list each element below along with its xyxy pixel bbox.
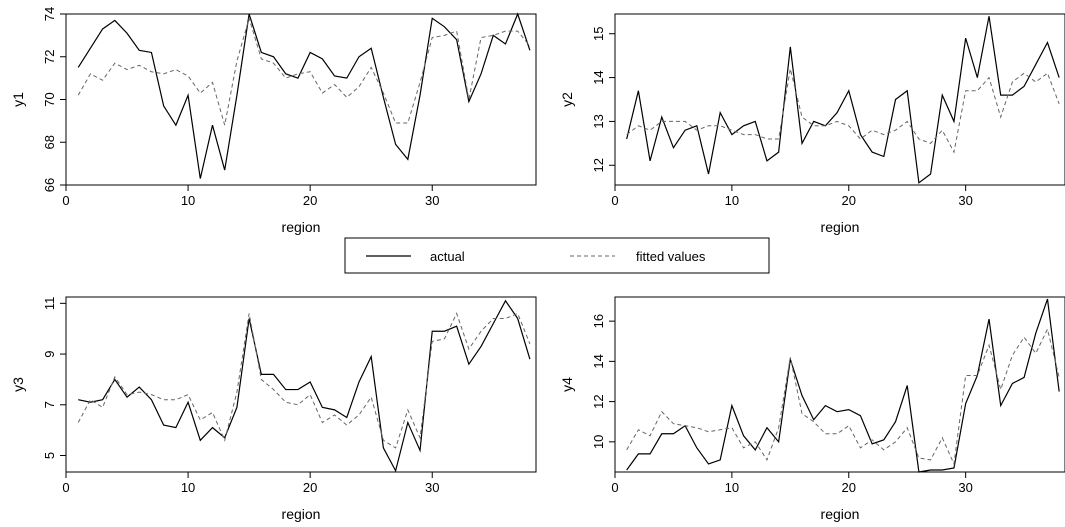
x-tick-label: 30 xyxy=(425,480,439,495)
panel-y4: 0 10 20 30 10 12 14 16 region y4 xyxy=(559,296,1065,522)
series-actual-line xyxy=(77,12,531,179)
x-tick-label: 10 xyxy=(181,193,195,208)
x-tick-label: 0 xyxy=(611,193,618,208)
plot-frame xyxy=(65,13,537,186)
x-tick-label: 10 xyxy=(181,480,195,495)
x-tick-label: 20 xyxy=(303,480,317,495)
plot-frame xyxy=(614,296,1065,473)
series-actual-line xyxy=(626,298,1060,473)
x-axis-title: region xyxy=(282,506,321,522)
panel-y1: 0 10 20 30 66 68 70 72 74 region y1 xyxy=(10,7,537,235)
y-tick-label: 12 xyxy=(591,394,606,408)
x-tick-label: 0 xyxy=(62,480,69,495)
series-fitted-line xyxy=(77,16,531,126)
x-tick-label: 20 xyxy=(842,193,856,208)
series-actual-line xyxy=(626,16,1060,184)
y-tick-label: 13 xyxy=(591,114,606,128)
y-tick-label: 9 xyxy=(42,350,57,357)
series-actual-line xyxy=(78,299,531,473)
y-tick-label: 16 xyxy=(591,314,606,328)
y-tick-label: 15 xyxy=(591,26,606,40)
y-tick-label: 14 xyxy=(591,70,606,84)
panel-y3: 0 10 20 30 5 7 9 11 region y3 xyxy=(10,296,537,522)
y-axis-title: y3 xyxy=(10,377,26,392)
x-axis-title: region xyxy=(282,219,321,235)
series-fitted-line xyxy=(626,68,1060,154)
legend-box: actual fitted values xyxy=(344,237,770,274)
x-tick-label: 30 xyxy=(425,193,439,208)
y-tick-label: 11 xyxy=(42,297,57,311)
series-fitted-line xyxy=(77,312,531,449)
x-axis-title: region xyxy=(821,506,860,522)
plot-frame xyxy=(65,296,537,473)
x-tick-label: 0 xyxy=(611,480,618,495)
legend-actual-label: actual xyxy=(430,249,465,264)
legend-fitted-label: fitted values xyxy=(636,249,706,264)
y-tick-label: 10 xyxy=(591,435,606,449)
x-tick-label: 10 xyxy=(725,480,739,495)
x-tick-label: 10 xyxy=(725,193,739,208)
y-tick-label: 12 xyxy=(591,158,606,172)
x-tick-label: 20 xyxy=(842,480,856,495)
series-fitted-line xyxy=(626,327,1060,466)
y-tick-label: 74 xyxy=(42,7,57,21)
plot-frame xyxy=(614,13,1065,186)
x-tick-label: 30 xyxy=(958,480,972,495)
y-tick-label: 72 xyxy=(42,50,57,64)
y-tick-label: 7 xyxy=(42,401,57,408)
x-tick-label: 20 xyxy=(303,193,317,208)
panel-y2: 0 10 20 30 12 13 14 15 region y2 xyxy=(559,13,1065,235)
y-tick-label: 68 xyxy=(42,135,57,149)
x-tick-label: 30 xyxy=(958,193,972,208)
x-axis-title: region xyxy=(821,219,860,235)
y-tick-label: 66 xyxy=(42,178,57,192)
y-tick-label: 14 xyxy=(591,354,606,368)
y-axis-title: y4 xyxy=(559,377,575,392)
y-axis-title: y1 xyxy=(10,92,26,107)
y-tick-label: 70 xyxy=(42,92,57,106)
y-tick-label: 5 xyxy=(42,452,57,459)
y-axis-title: y2 xyxy=(559,92,575,107)
x-tick-label: 0 xyxy=(62,193,69,208)
